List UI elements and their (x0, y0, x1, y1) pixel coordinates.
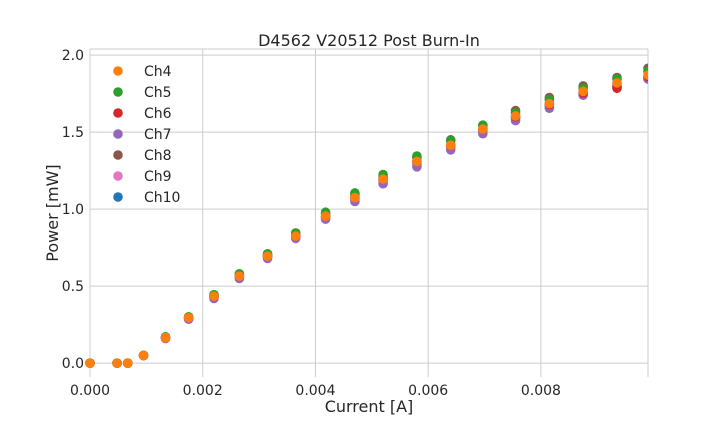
legend-marker-ch8 (113, 150, 123, 160)
data-point-ch4 (122, 358, 133, 368)
legend-marker-ch5 (113, 87, 123, 97)
data-point-ch4 (643, 70, 648, 80)
data-point-ch4 (544, 98, 555, 109)
data-point-ch4 (262, 251, 273, 261)
legend-marker-ch9 (113, 171, 123, 181)
legend-marker-ch4 (113, 66, 123, 76)
data-point-ch4 (478, 124, 488, 134)
data-point-ch4 (612, 78, 622, 88)
legend: Ch4 Ch5 Ch6 Ch7 Ch8 Ch9 Ch10 (113, 64, 180, 206)
x-tick-label: 0.006 (408, 383, 448, 399)
plot-area (90, 49, 648, 377)
y-tick-label: 0.5 (62, 279, 84, 295)
x-axis-label: Current [A] (325, 397, 414, 416)
data-point-ch4 (412, 156, 422, 167)
data-point-ch4 (160, 332, 171, 343)
y-axis-label: Power [mW] (43, 164, 62, 261)
legend-label-ch10: Ch10 (144, 190, 180, 206)
legend-label-ch4: Ch4 (144, 64, 172, 80)
y-tick-label: 0.0 (62, 356, 84, 372)
data-point-ch4 (234, 271, 245, 281)
data-point-ch4 (578, 86, 588, 97)
data-point-ch4 (378, 174, 388, 184)
legend-label-ch8: Ch8 (144, 148, 172, 164)
tick-labels: 0.000 0.002 0.004 0.006 0.008 0.0 0.5 1.0 1.5 2.0 (62, 48, 561, 399)
y-tick-label: 2.0 (62, 48, 84, 64)
x-tick-label: 0.000 (70, 383, 110, 399)
legend-marker-ch7 (113, 129, 123, 139)
x-tick-label: 0.002 (183, 383, 223, 399)
data-point-ch4 (138, 350, 149, 361)
x-tick-label: 0.008 (521, 383, 561, 399)
data-point-ch4 (209, 291, 219, 301)
legend-label-ch6: Ch6 (144, 106, 172, 122)
legend-marker-ch6 (113, 108, 123, 118)
data-point-ch4 (85, 358, 95, 368)
data-point-ch4 (320, 211, 331, 221)
legend-label-ch5: Ch5 (144, 85, 172, 101)
y-tick-label: 1.0 (62, 202, 84, 218)
legend-label-ch7: Ch7 (144, 127, 172, 143)
x-tick-label: 0.004 (295, 383, 335, 399)
data-point-ch4 (510, 111, 521, 121)
data-point-ch4 (290, 231, 301, 241)
grid-lines (89, 48, 649, 377)
legend-label-ch9: Ch9 (144, 169, 172, 185)
data-point-ch4 (112, 358, 122, 368)
chart-title: D4562 V20512 Post Burn-In (258, 31, 480, 50)
y-tick-label: 1.5 (62, 125, 84, 141)
legend-marker-ch10 (113, 192, 123, 202)
data-points (85, 63, 648, 368)
data-point-ch4 (350, 192, 360, 203)
data-point-ch4 (445, 140, 456, 151)
data-point-ch4 (183, 312, 194, 323)
